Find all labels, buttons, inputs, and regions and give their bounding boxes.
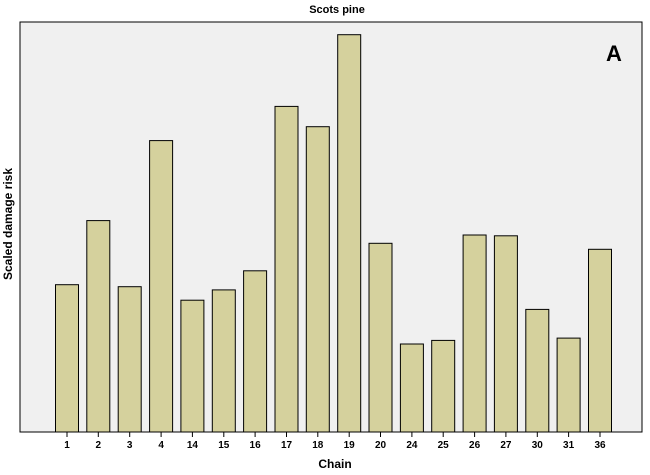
bar-chain-26 bbox=[462, 234, 487, 433]
y-axis-label: Scaled damage risk bbox=[1, 168, 15, 280]
bar-chain-4 bbox=[149, 140, 174, 433]
bar-chain-27 bbox=[493, 235, 518, 433]
x-tick-label-3: 3 bbox=[127, 440, 133, 451]
x-tick-label-15: 15 bbox=[218, 440, 230, 451]
x-tick-label-31: 31 bbox=[563, 440, 575, 451]
bar-chain-19 bbox=[337, 34, 362, 433]
bar-chain-2 bbox=[86, 220, 111, 433]
bar-chain-20 bbox=[368, 242, 393, 433]
x-tick-label-17: 17 bbox=[281, 440, 293, 451]
x-ticks-group bbox=[66, 432, 601, 437]
bar-chain-15 bbox=[211, 289, 236, 433]
x-tick-labels-group: 1 2 3 4 14 15 16 17 18 19 20 24 25 26 27 30 31 36 bbox=[64, 440, 606, 451]
bar-chain-24 bbox=[399, 343, 424, 433]
panel-label: A bbox=[606, 41, 622, 66]
bar-chain-16 bbox=[243, 270, 268, 433]
bar-chain-25 bbox=[431, 339, 456, 433]
bars-group bbox=[55, 34, 612, 433]
x-axis-label: Chain bbox=[318, 457, 351, 471]
x-tick-label-19: 19 bbox=[344, 440, 356, 451]
x-tick-label-24: 24 bbox=[406, 440, 418, 451]
bar-chain-17 bbox=[274, 105, 299, 433]
bar-chain-36 bbox=[588, 248, 612, 433]
x-tick-label-14: 14 bbox=[187, 440, 199, 451]
x-tick-label-4: 4 bbox=[158, 440, 164, 451]
bar-chain-30 bbox=[525, 308, 550, 433]
bar-chain-18 bbox=[305, 126, 330, 433]
x-tick-label-18: 18 bbox=[312, 440, 324, 451]
x-tick-label-2: 2 bbox=[96, 440, 102, 451]
x-tick-label-26: 26 bbox=[469, 440, 481, 451]
x-tick-label-27: 27 bbox=[500, 440, 512, 451]
chart-title: Scots pine bbox=[309, 4, 365, 16]
x-tick-label-20: 20 bbox=[375, 440, 387, 451]
x-tick-label-25: 25 bbox=[438, 440, 450, 451]
bar-chain-31 bbox=[556, 337, 581, 433]
x-tick-label-36: 36 bbox=[594, 440, 606, 451]
bar-chain-14 bbox=[180, 299, 205, 433]
bar-chain-1 bbox=[55, 284, 79, 433]
x-tick-label-1: 1 bbox=[64, 440, 70, 451]
x-tick-label-16: 16 bbox=[250, 440, 262, 451]
bar-chain-3 bbox=[117, 286, 142, 433]
x-tick-label-30: 30 bbox=[532, 440, 544, 451]
